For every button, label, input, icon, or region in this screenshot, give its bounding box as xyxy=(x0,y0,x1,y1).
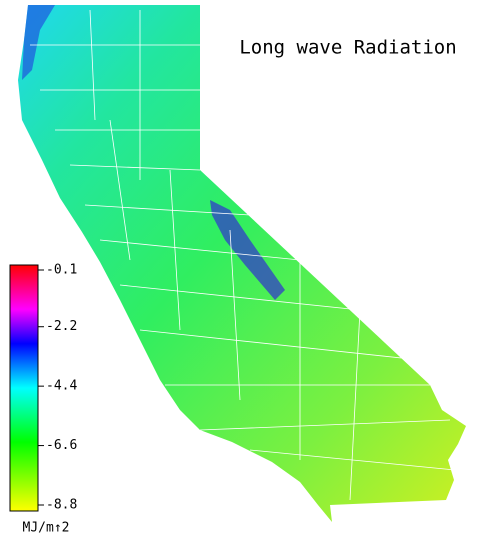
state-shape xyxy=(18,5,466,522)
colorbar-ramp xyxy=(9,264,39,512)
colorbar-tick-label: -6.6 xyxy=(46,438,77,453)
map-title: Long wave Radiation xyxy=(239,37,456,59)
colorbar-unit: MJ/m↑2 xyxy=(23,521,70,536)
colorbar-tick-label: -4.4 xyxy=(46,379,77,394)
colorbar-tick-label: -2.2 xyxy=(46,319,77,334)
colorbar-tick-label: -8.8 xyxy=(46,498,77,513)
colorbar: MJ/m↑2 -0.1 -2.2 -4.4 -6.6 -8.8 xyxy=(9,263,77,536)
california xyxy=(18,5,466,522)
sierra-blue xyxy=(210,200,285,300)
coast-blue xyxy=(22,5,55,80)
county-lines xyxy=(30,9,456,501)
colorbar-tick-label: -0.1 xyxy=(46,263,77,278)
